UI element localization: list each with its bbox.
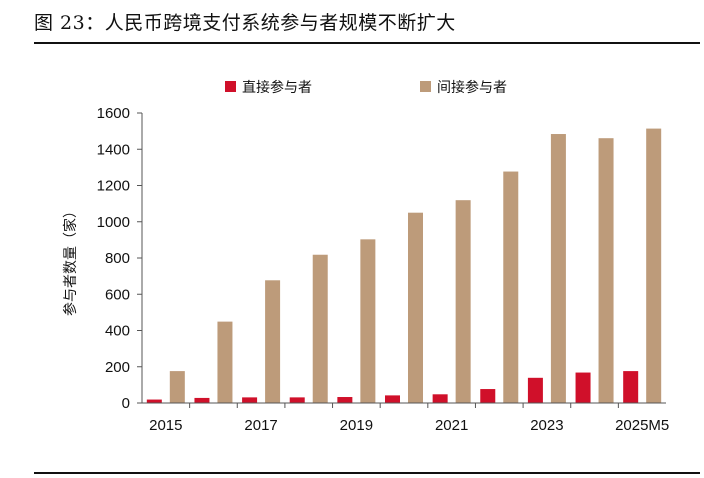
bar-direct-2025M5: [623, 371, 639, 403]
bar-direct-2024: [575, 372, 591, 403]
y-tick-label: 1600: [97, 105, 130, 122]
bar-indirect-2016: [217, 321, 233, 403]
bar-indirect-2022: [503, 171, 519, 403]
bar-direct-2021: [432, 394, 448, 403]
bar-direct-2023: [527, 377, 543, 403]
y-tick-label: 1200: [97, 178, 130, 195]
bar-direct-2016: [194, 397, 210, 403]
bar-direct-2017: [242, 397, 258, 403]
bar-indirect-2024: [598, 138, 614, 403]
x-tick-label: 2019: [340, 417, 373, 434]
y-tick-label: 0: [122, 395, 130, 412]
bar-indirect-2023: [550, 134, 566, 403]
bar-direct-2015: [146, 399, 162, 403]
bar-indirect-2015: [169, 371, 185, 403]
bar-indirect-2025M5: [646, 128, 662, 403]
legend-swatch: [420, 81, 431, 92]
legend: 直接参与者 间接参与者: [225, 79, 507, 96]
y-axis: 0 200 400 600 800 1000 1200 1400 1600: [97, 105, 143, 412]
bar-direct-2018: [289, 397, 305, 403]
bar-direct-2022: [480, 389, 496, 403]
y-tick-label: 400: [105, 323, 130, 340]
legend-swatch: [225, 81, 236, 92]
legend-label: 直接参与者: [242, 79, 312, 96]
legend-label: 间接参与者: [437, 79, 507, 96]
top-rule: [34, 42, 700, 44]
x-tick-label: 2021: [435, 417, 468, 434]
bar-indirect-2020: [408, 212, 423, 403]
x-tick-label: 2025M5: [615, 417, 669, 434]
y-tick-label: 1400: [97, 141, 130, 158]
y-tick-label: 200: [105, 359, 130, 376]
y-axis-label: 参与者数量（家）: [62, 204, 79, 316]
figure-title: 图 23：人民币跨境支付系统参与者规模不断扩大: [34, 12, 456, 34]
bottom-rule: [34, 472, 700, 474]
x-tick-label: 2023: [530, 417, 563, 434]
x-tick-label: 2015: [149, 417, 182, 434]
bars: [146, 128, 662, 403]
y-tick-label: 1000: [97, 214, 130, 231]
bar-indirect-2018: [312, 254, 328, 403]
bar-indirect-2021: [455, 200, 471, 403]
y-tick-label: 800: [105, 250, 130, 267]
y-tick-label: 600: [105, 286, 130, 303]
bar-direct-2019: [337, 397, 353, 403]
x-axis: 2015 2017 2019 2021 2023 2025M5: [142, 402, 669, 434]
bar-indirect-2017: [265, 280, 281, 403]
bar-direct-2020: [385, 395, 400, 403]
bar-indirect-2019: [360, 239, 376, 403]
x-tick-label: 2017: [244, 417, 277, 434]
